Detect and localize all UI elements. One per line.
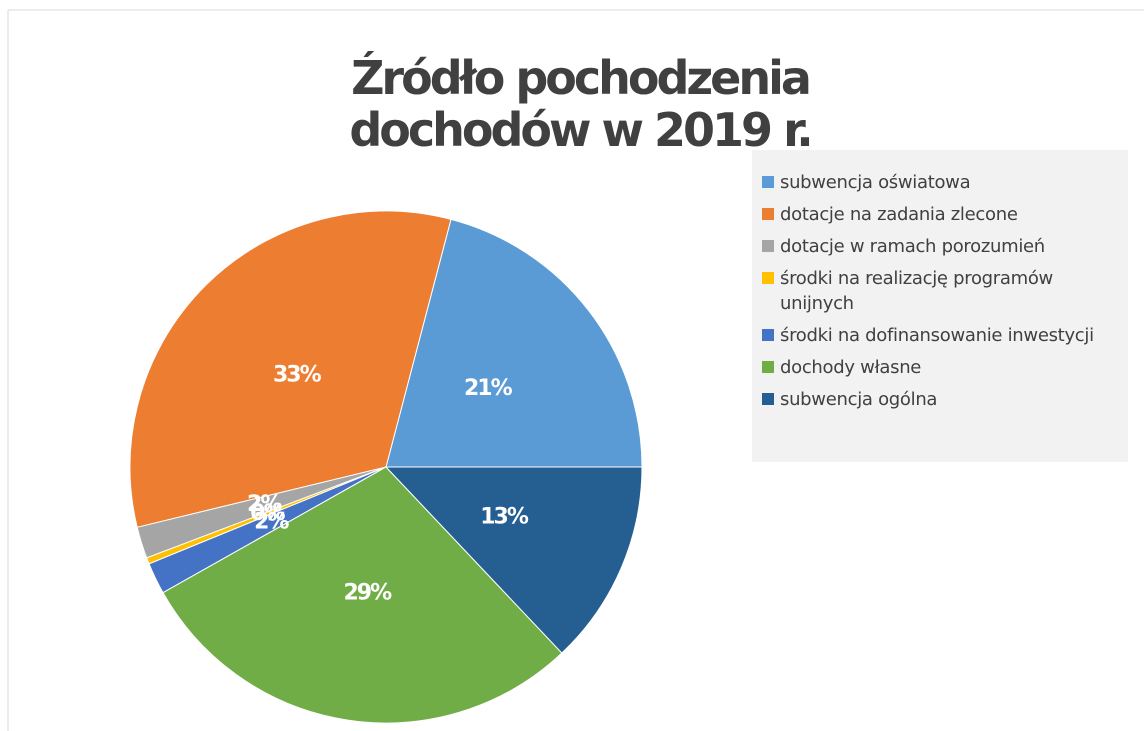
legend-item: środki na dofinansowanie inwestycji	[762, 323, 1120, 348]
legend-item: dotacje na zadania zlecone	[762, 202, 1120, 227]
legend-swatch	[762, 329, 774, 341]
legend-swatch	[762, 393, 774, 405]
legend-swatch	[762, 208, 774, 220]
data-label: 13%	[480, 505, 529, 530]
legend-label: subwencja ogólna	[780, 389, 938, 410]
data-label: 21%	[464, 376, 513, 401]
data-label: 29%	[344, 581, 393, 606]
legend-label: środki na realizację programów unijnych	[780, 268, 1053, 314]
legend-item: dochody własne	[762, 355, 1120, 380]
legend-label: dochody własne	[780, 357, 922, 378]
legend-item: dotacje w ramach porozumień	[762, 234, 1120, 259]
legend: subwencja oświatowa dotacje na zadania zl…	[752, 150, 1128, 462]
pie-slice	[385, 218, 643, 468]
legend-item: środki na realizację programów unijnych	[762, 266, 1120, 316]
chart-title: Źródło pochodzenia dochodów w 2019 r.	[349, 51, 813, 157]
data-label: 2%	[247, 492, 282, 517]
legend-label: dotacje na zadania zlecone	[780, 204, 1018, 225]
pie-slice	[384, 466, 643, 654]
pie-slice	[129, 210, 452, 528]
legend-item: subwencja oświatowa	[762, 170, 1120, 195]
data-label: 33%	[273, 363, 322, 388]
legend-item: subwencja ogólna	[762, 387, 1120, 412]
legend-swatch	[762, 240, 774, 252]
legend-label: dotacje w ramach porozumień	[780, 236, 1045, 257]
legend-label: subwencja oświatowa	[780, 172, 971, 193]
legend-swatch	[762, 272, 774, 284]
data-label: 2%	[254, 510, 289, 535]
data-label: 0%	[250, 501, 285, 526]
legend-swatch	[762, 361, 774, 373]
legend-label: środki na dofinansowanie inwestycji	[780, 325, 1094, 346]
pie-slice	[162, 466, 563, 724]
legend-swatch	[762, 176, 774, 188]
